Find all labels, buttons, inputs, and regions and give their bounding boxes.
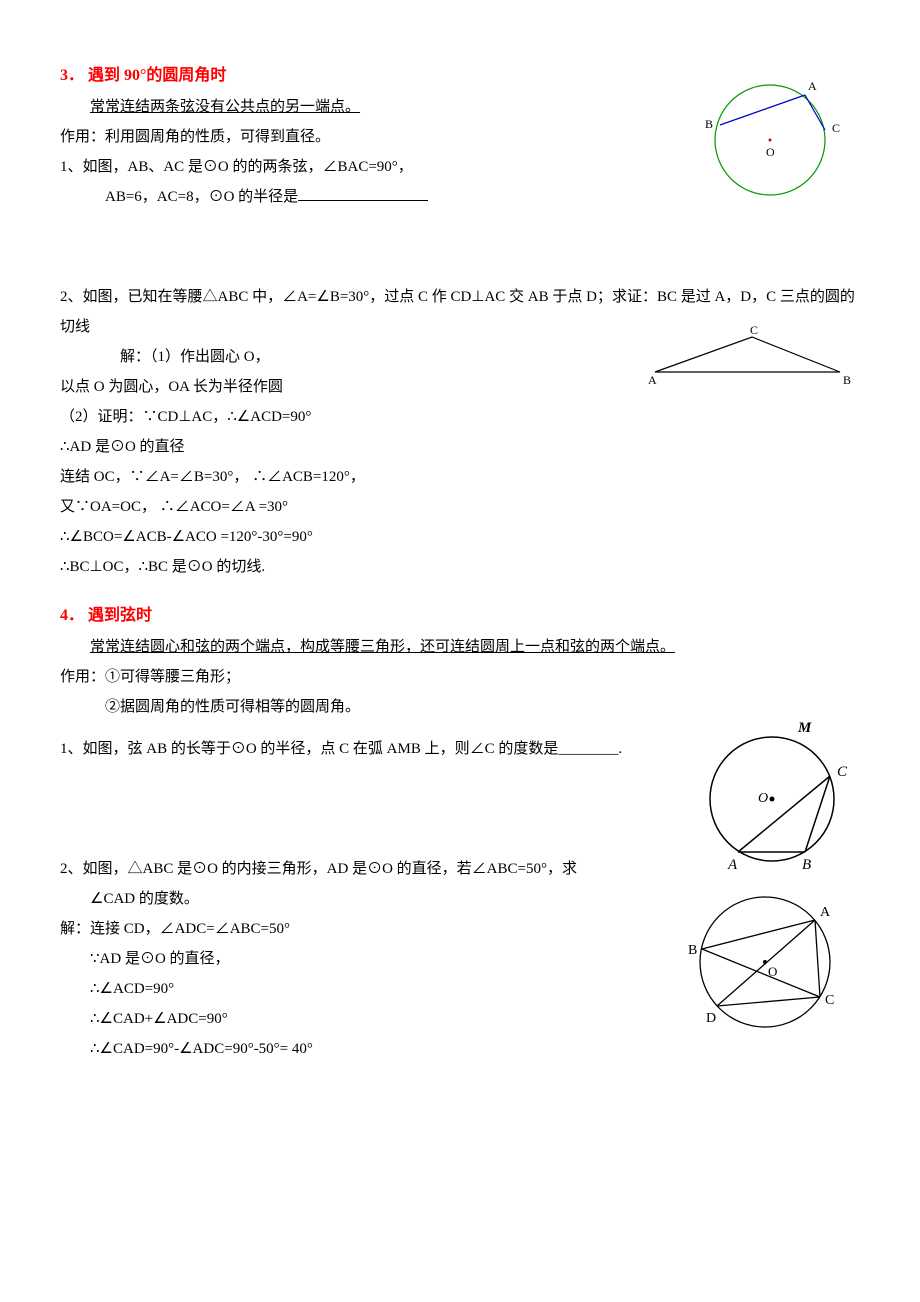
s3-sol-l4: ∴AD 是⊙O 的直径 — [60, 432, 860, 462]
label-C: C — [750, 323, 758, 337]
s3-sol-l7: ∴∠BCO=∠ACB-∠ACO =120°-30°=90° — [60, 522, 860, 552]
s3-sol-l3: （2）证明：∵CD⊥AC，∴∠ACD=90° — [60, 402, 860, 432]
section4-heading: 4． 遇到弦时 — [60, 600, 860, 632]
label-A: A — [808, 79, 817, 93]
figure-s3-circle: A B C O — [680, 70, 860, 200]
s3-sol-l6: 又∵OA=OC， ∴∠ACO=∠A =30° — [60, 492, 860, 522]
spacer — [60, 212, 860, 282]
section3-intro-text: 常常连结两条弦没有公共点的另一端点。 — [90, 99, 360, 115]
label-C: C — [837, 764, 848, 780]
label-M: M — [797, 720, 812, 736]
label-B: B — [705, 117, 713, 131]
section4-intro-text: 常常连结圆心和弦的两个端点，构成等腰三角形，还可连结圆周上一点和弦的两个端点。 — [90, 639, 675, 655]
section4-q2: A B C D O 2、如图，△ABC 是⊙O 的内接三角形，AD 是⊙O 的直… — [60, 854, 860, 1064]
section3-q2: A B C 2、如图，已知在等腰△ABC 中，∠A=∠B=30°，过点 C 作 … — [60, 282, 860, 582]
label-O: O — [768, 964, 777, 979]
section-4: 4． 遇到弦时 常常连结圆心和弦的两个端点，构成等腰三角形，还可连结圆周上一点和… — [60, 600, 860, 722]
label-C: C — [825, 993, 834, 1008]
label-B: B — [688, 943, 697, 958]
section4-q1: M C O A B 1、如图，弦 AB 的长等于⊙O 的半径，点 C 在弧 AM… — [60, 734, 860, 764]
s3-q1-line2-text: AB=6，AC=8，⊙O 的半径是 — [105, 189, 298, 205]
label-O: O — [758, 791, 768, 806]
s3-sol-l5: 连结 OC，∵∠A=∠B=30°， ∴∠ACB=120°， — [60, 462, 860, 492]
label-O: O — [766, 145, 775, 159]
label-A: A — [820, 905, 831, 920]
section-3: A B C O 3． 遇到 90°的圆周角时 常常连结两条弦没有公共点的另一端点… — [60, 60, 860, 212]
label-A: A — [648, 373, 657, 387]
s3-sol-l8: ∴BC⊥OC，∴BC 是⊙O 的切线. — [60, 552, 860, 582]
figure-s3-triangle: A B C — [640, 322, 860, 392]
section4-purpose1: 作用：①可得等腰三角形； — [60, 662, 860, 692]
label-D: D — [706, 1011, 716, 1026]
answer-blank — [298, 185, 428, 201]
label-C: C — [832, 121, 840, 135]
figure-s4-circle2: A B C D O — [670, 874, 860, 1044]
section4-intro: 常常连结圆心和弦的两个端点，构成等腰三角形，还可连结圆周上一点和弦的两个端点。 — [60, 632, 860, 662]
label-B: B — [843, 373, 851, 387]
